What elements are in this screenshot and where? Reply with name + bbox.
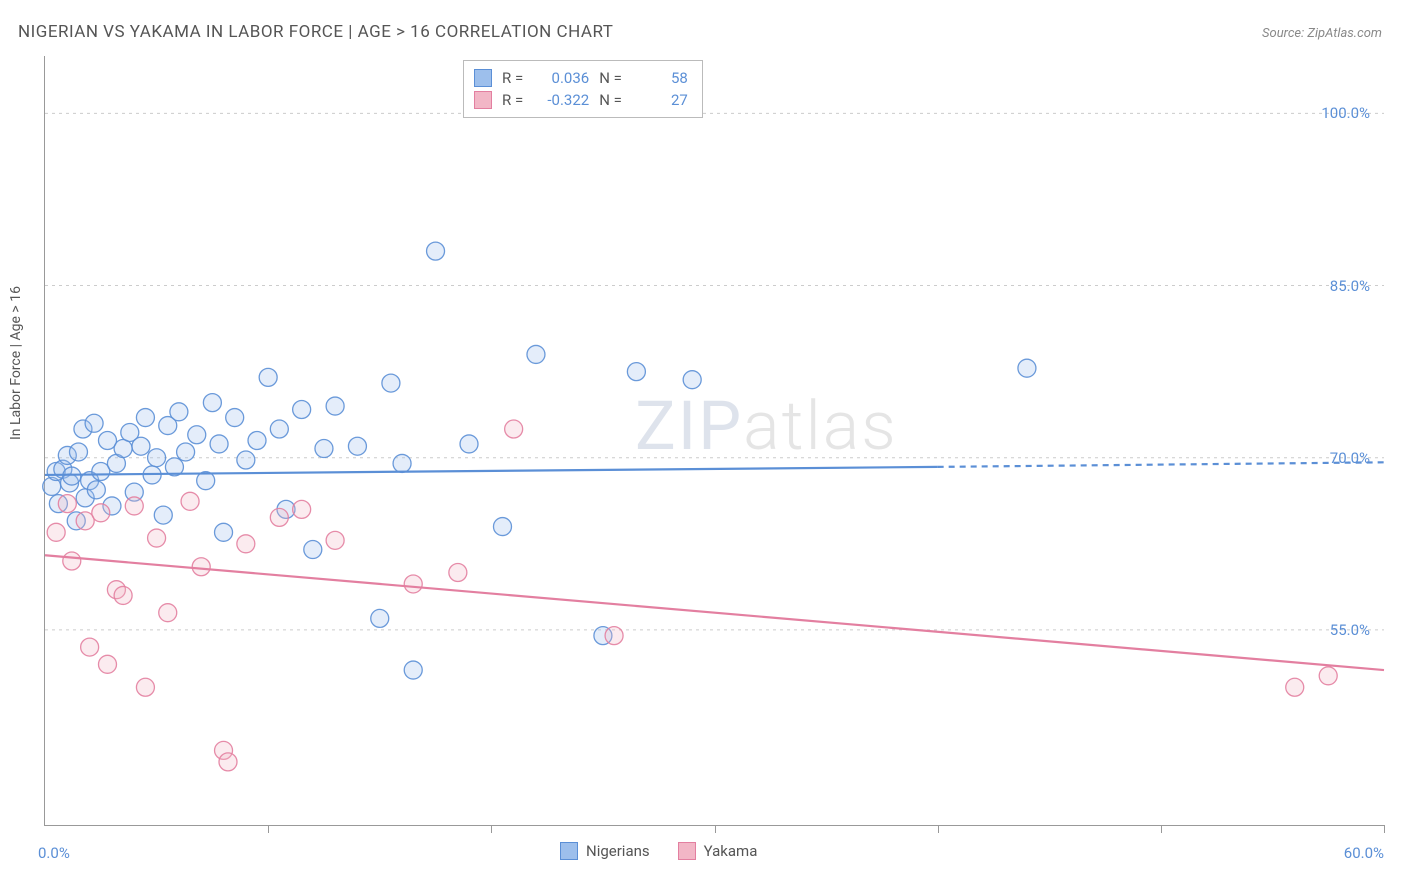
- r-value-nigerians: 0.036: [533, 69, 589, 87]
- data-point: [226, 409, 244, 427]
- data-point: [493, 518, 511, 536]
- data-point: [170, 403, 188, 421]
- data-point: [449, 563, 467, 581]
- legend-item-nigerians: Nigerians: [560, 842, 650, 860]
- data-point: [92, 504, 110, 522]
- data-point: [125, 497, 143, 515]
- data-point: [215, 523, 233, 541]
- data-point: [210, 435, 228, 453]
- x-axis-min-label: 0.0%: [38, 844, 70, 862]
- data-point: [259, 368, 277, 386]
- data-point: [505, 420, 523, 438]
- data-point: [188, 426, 206, 444]
- x-axis-max-label: 60.0%: [1344, 844, 1384, 862]
- legend-item-yakama: Yakama: [678, 842, 758, 860]
- data-point: [85, 414, 103, 432]
- data-point: [114, 440, 132, 458]
- r-label: R =: [502, 69, 523, 87]
- data-point: [132, 437, 150, 455]
- data-point: [1018, 359, 1036, 377]
- data-point: [98, 655, 116, 673]
- data-point: [527, 345, 545, 363]
- data-point: [177, 443, 195, 461]
- data-point: [270, 508, 288, 526]
- data-point: [304, 541, 322, 559]
- data-point: [270, 420, 288, 438]
- r-value-yakama: -0.322: [533, 91, 589, 109]
- chart-title: NIGERIAN VS YAKAMA IN LABOR FORCE | AGE …: [18, 22, 613, 42]
- y-tick-label: 100.0%: [1321, 104, 1370, 122]
- data-point: [326, 397, 344, 415]
- data-point: [219, 753, 237, 771]
- data-point: [47, 523, 65, 541]
- correlation-stats-box: R = 0.036 N = 58 R = -0.322 N = 27: [463, 60, 703, 118]
- data-point: [315, 440, 333, 458]
- legend-swatch-yakama: [678, 842, 696, 860]
- data-point: [348, 437, 366, 455]
- data-point: [293, 401, 311, 419]
- data-point: [683, 371, 701, 389]
- data-point: [87, 481, 105, 499]
- y-tick-label: 70.0%: [1330, 449, 1370, 467]
- data-point: [293, 500, 311, 518]
- trend-line-dashed: [938, 462, 1384, 467]
- swatch-nigerians: [474, 69, 492, 87]
- n-label: N =: [599, 69, 622, 87]
- legend-label-nigerians: Nigerians: [586, 842, 650, 860]
- data-point: [1319, 667, 1337, 685]
- data-point: [382, 374, 400, 392]
- data-point: [154, 506, 172, 524]
- data-point: [393, 454, 411, 472]
- y-axis-label: In Labor Force | Age > 16: [8, 286, 24, 440]
- stats-row-nigerians: R = 0.036 N = 58: [474, 67, 688, 89]
- data-point: [136, 409, 154, 427]
- data-point: [203, 394, 221, 412]
- r-label: R =: [502, 91, 523, 109]
- data-point: [114, 586, 132, 604]
- x-tick: [1161, 825, 1162, 833]
- n-label: N =: [599, 91, 622, 109]
- swatch-yakama: [474, 91, 492, 109]
- n-value-yakama: 27: [632, 91, 688, 109]
- y-tick-label: 55.0%: [1330, 621, 1370, 639]
- x-tick: [268, 825, 269, 833]
- data-point: [605, 627, 623, 645]
- data-point: [181, 492, 199, 510]
- data-point: [404, 575, 422, 593]
- n-value-nigerians: 58: [632, 69, 688, 87]
- data-point: [627, 363, 645, 381]
- data-point: [237, 451, 255, 469]
- data-point: [81, 638, 99, 656]
- data-point: [460, 435, 478, 453]
- data-point: [148, 449, 166, 467]
- data-point: [1286, 678, 1304, 696]
- x-tick: [491, 825, 492, 833]
- data-point: [58, 495, 76, 513]
- plot-area: ZIPatlas R = 0.036 N = 58 R = -0.322 N =…: [44, 56, 1384, 826]
- data-point: [148, 529, 166, 547]
- data-point: [159, 604, 177, 622]
- data-point: [404, 661, 422, 679]
- data-point: [192, 558, 210, 576]
- source-label: Source: ZipAtlas.com: [1262, 26, 1382, 41]
- data-point: [371, 609, 389, 627]
- data-point: [63, 467, 81, 485]
- trend-line: [45, 555, 1384, 670]
- y-tick-label: 85.0%: [1330, 277, 1370, 295]
- data-point: [136, 678, 154, 696]
- data-point: [427, 242, 445, 260]
- data-point: [326, 531, 344, 549]
- data-point: [248, 432, 266, 450]
- data-point: [237, 535, 255, 553]
- legend-label-yakama: Yakama: [704, 842, 758, 860]
- x-tick: [1384, 825, 1385, 833]
- stats-row-yakama: R = -0.322 N = 27: [474, 89, 688, 111]
- x-tick: [715, 825, 716, 833]
- chart-svg: [45, 56, 1384, 825]
- bottom-legend: Nigerians Yakama: [560, 842, 757, 860]
- x-tick: [938, 825, 939, 833]
- data-point: [63, 552, 81, 570]
- legend-swatch-nigerians: [560, 842, 578, 860]
- data-point: [69, 443, 87, 461]
